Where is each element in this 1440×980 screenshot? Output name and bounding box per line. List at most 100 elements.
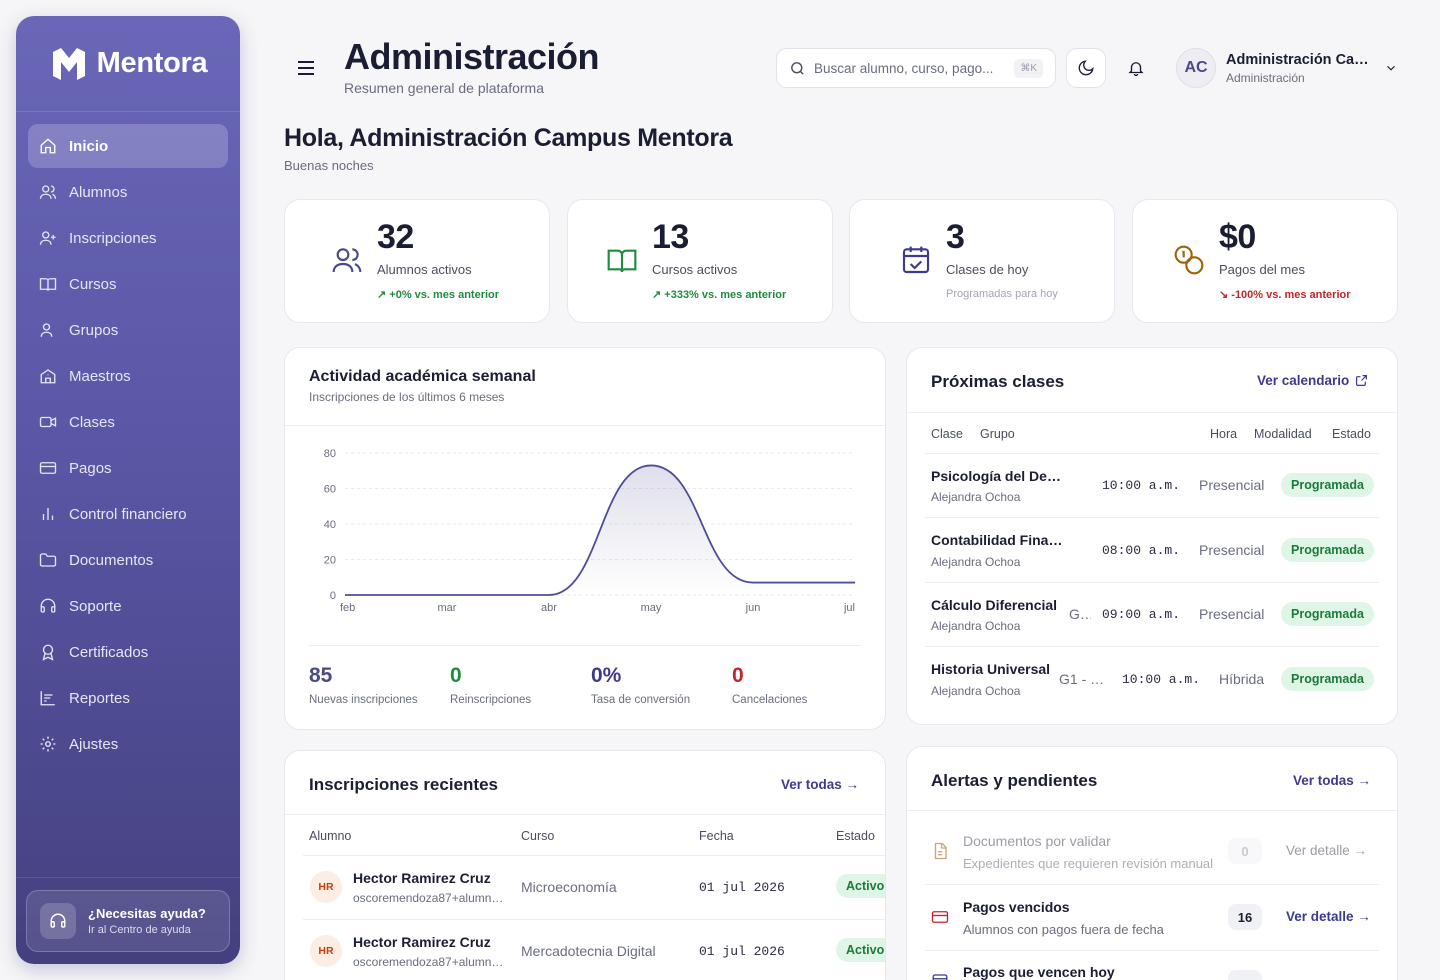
menu-toggle-icon[interactable] — [296, 58, 316, 78]
class-time: 09:00 a.m. — [1102, 607, 1181, 622]
alert-item-pagos-vencidos[interactable]: Pagos vencidos Alumnos con pagos fuera d… — [925, 888, 1379, 948]
page-subtitle: Resumen general de plataforma — [344, 80, 545, 96]
kpi-cancelaciones: 0 Cancelaciones — [732, 664, 807, 706]
view-calendar-link[interactable]: Ver calendario — [1257, 373, 1368, 388]
x-tick-label: jul — [843, 602, 855, 614]
x-tick-label: may — [641, 602, 662, 614]
class-name[interactable]: Historia Universal — [931, 661, 1051, 677]
sidebar-item-documentos[interactable]: Documentos — [28, 538, 228, 582]
enrollments-panel — [284, 750, 886, 980]
sidebar-item-label: Control financiero — [69, 505, 187, 523]
brand[interactable]: Mentora — [16, 16, 240, 112]
class-time: 10:00 a.m. — [1122, 672, 1201, 687]
moon-icon — [1078, 60, 1094, 76]
notifications-button[interactable] — [1116, 48, 1156, 88]
trend-down-icon: ↘ — [1219, 289, 1232, 301]
sidebar-item-label: Grupos — [69, 321, 119, 339]
sidebar-item-inicio[interactable]: Inicio — [28, 124, 228, 168]
stat-value: $0 — [1219, 218, 1256, 256]
sidebar-item-soporte[interactable]: Soporte — [28, 584, 228, 628]
stat-label: Pagos del mes — [1219, 262, 1305, 277]
user-role: Administración — [1226, 70, 1305, 85]
sidebar-item-label: Ajustes — [69, 735, 119, 753]
theme-toggle-button[interactable] — [1066, 48, 1106, 88]
divider — [303, 855, 885, 856]
headset-icon — [40, 598, 56, 613]
stat-trend: ↗ +0% vs. mes anterior — [377, 288, 499, 301]
x-tick-label: jun — [745, 602, 761, 614]
mentora-logo-icon — [52, 47, 85, 80]
greeting-subtitle: Buenas noches — [284, 158, 374, 173]
th-fecha: Fecha — [699, 829, 734, 843]
book-icon — [607, 249, 637, 273]
class-name[interactable]: Psicología del Desarrollo — [931, 468, 1067, 484]
stat-card-clases[interactable]: 3 Clases de hoy Programadas para hoy — [849, 199, 1115, 323]
divider — [303, 919, 885, 920]
stat-card-cursos[interactable]: 13 Cursos activos ↗ +333% vs. mes anteri… — [567, 199, 833, 323]
avatar: HR — [310, 935, 342, 967]
sidebar-item-label: Inscripciones — [69, 229, 157, 247]
th-modalidad: Modalidad — [1254, 427, 1312, 441]
user-menu[interactable]: AC Administración Campus Mentora Adminis… — [1176, 48, 1398, 88]
sidebar-item-reportes[interactable]: Reportes — [28, 676, 228, 720]
th-grupo: Grupo — [980, 427, 1015, 441]
kpi-reinscripciones: 0 Reinscripciones — [450, 664, 531, 706]
x-tick-label: feb — [340, 602, 355, 614]
credit-card-icon — [931, 911, 949, 923]
view-all-enrollments-link[interactable]: Ver todas → — [781, 777, 860, 792]
student-name[interactable]: Hector Ramirez Cruz — [353, 934, 491, 950]
x-tick-label: abr — [541, 602, 557, 614]
stat-card-pagos[interactable]: $0 Pagos del mes ↘ -100% vs. mes anterio… — [1132, 199, 1398, 323]
th-alumno: Alumno — [309, 829, 352, 843]
report-icon — [40, 691, 55, 706]
stat-card-alumnos[interactable]: 32 Alumnos activos ↗ +0% vs. mes anterio… — [284, 199, 550, 323]
search-input[interactable] — [814, 60, 994, 76]
y-tick-label: 20 — [324, 555, 336, 567]
help-card[interactable]: ¿Necesitas ayuda? Ir al Centro de ayuda — [26, 890, 230, 952]
sidebar-item-control-financiero[interactable]: Control financiero — [28, 492, 228, 536]
stat-value: 3 — [946, 218, 965, 256]
video-icon — [39, 416, 57, 428]
headset-icon — [50, 913, 66, 928]
bar-chart-icon — [42, 508, 54, 520]
sidebar-item-certificados[interactable]: Certificados — [28, 630, 228, 674]
search-box[interactable]: ⌘K — [776, 48, 1056, 88]
bell-icon — [1128, 62, 1144, 77]
sidebar-item-cursos[interactable]: Cursos — [28, 262, 228, 306]
stat-trend: ↗ +333% vs. mes anterior — [652, 288, 786, 301]
class-name[interactable]: Contabilidad Financiera — [931, 532, 1065, 548]
alert-item-pagos-hoy[interactable]: Pagos que vencen hoy — [925, 956, 1379, 980]
series-area — [345, 465, 855, 595]
activity-subtitle: Inscripciones de los últimos 6 meses — [309, 390, 505, 404]
sidebar-item-maestros[interactable]: Maestros — [28, 354, 228, 398]
sidebar-item-inscripciones[interactable]: Inscripciones — [28, 216, 228, 260]
divider — [925, 582, 1379, 583]
kpi-label: Nuevas inscripciones — [309, 694, 418, 706]
alerts-panel — [906, 746, 1398, 980]
class-name[interactable]: Cálculo Diferencial — [931, 597, 1058, 613]
trend-up-icon: ↗ — [652, 289, 665, 301]
sidebar-divider — [16, 877, 240, 878]
sidebar-item-alumnos[interactable]: Alumnos — [28, 170, 228, 214]
alert-item-documentos[interactable]: Documentos por validar Expedientes que r… — [925, 822, 1379, 882]
user-plus-icon — [39, 231, 56, 245]
enrollment-date: 01 jul 2026 — [699, 944, 785, 959]
stat-value: 32 — [377, 218, 414, 256]
sidebar-item-label: Soporte — [69, 597, 122, 615]
sidebar-item-ajustes[interactable]: Ajustes — [28, 722, 228, 766]
sidebar-item-grupos[interactable]: Grupos — [28, 308, 228, 352]
alert-action[interactable]: Ver detalle → — [1286, 909, 1371, 924]
alert-count: 16 — [1228, 904, 1262, 930]
class-time: 08:00 a.m. — [1102, 543, 1181, 558]
alert-subtitle: Expedientes que requieren revisión manua… — [963, 856, 1214, 871]
class-group: G1 - H... — [1059, 671, 1109, 687]
sidebar-item-pagos[interactable]: Pagos — [28, 446, 228, 490]
sidebar-item-clases[interactable]: Clases — [28, 400, 228, 444]
student-name[interactable]: Hector Ramirez Cruz — [353, 870, 491, 886]
alert-action[interactable]: Ver detalle → — [1286, 843, 1368, 858]
th-estado: Estado — [1332, 427, 1371, 441]
calendar-check-icon — [902, 246, 930, 274]
view-all-alerts-link[interactable]: Ver todas → — [1293, 773, 1372, 788]
activity-panel: Actividad académica semanal Inscripcione… — [284, 347, 886, 730]
help-title: ¿Necesitas ayuda? — [88, 906, 206, 921]
